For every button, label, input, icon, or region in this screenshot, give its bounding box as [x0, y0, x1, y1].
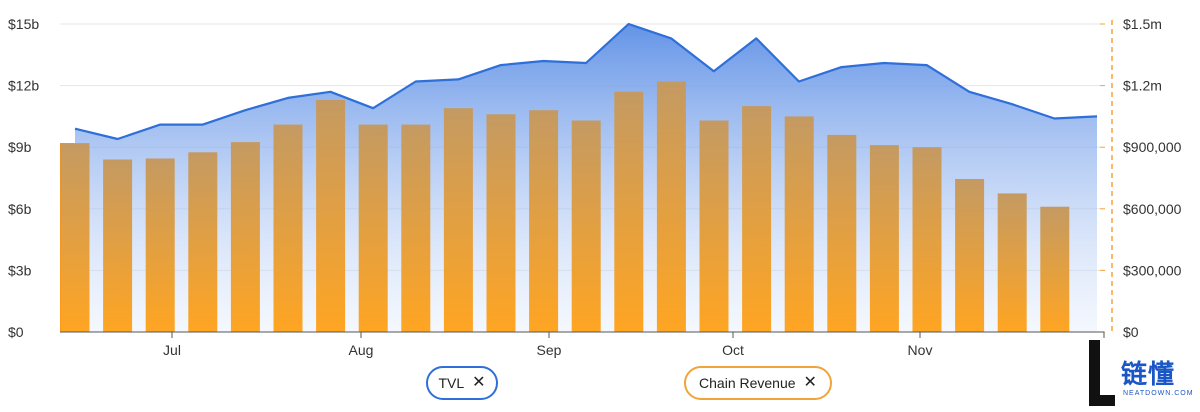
y-right-tick-label: $1.5m: [1123, 16, 1162, 32]
revenue-bar: [997, 193, 1027, 332]
x-tick-label: Sep: [537, 342, 562, 358]
revenue-bar: [699, 120, 729, 332]
revenue-bar: [188, 152, 218, 332]
revenue-bar: [401, 124, 431, 332]
y-right-tick-label: $1.2m: [1123, 78, 1162, 94]
y-left-tick-label: $6b: [8, 201, 32, 217]
axes: $0 $0 $3b $300,000 $6b $600,000 $9b $900,000 $12…: [8, 16, 1182, 358]
logo-cn-text: 链懂: [1121, 360, 1176, 390]
x-tick-label: Aug: [349, 342, 374, 358]
y-right-tick-label: $900,000: [1123, 139, 1182, 155]
revenue-bar: [955, 179, 985, 332]
y-left-tick-label: $12b: [8, 78, 39, 94]
remove-revenue-icon[interactable]: ✕: [803, 374, 817, 391]
revenue-bar: [784, 116, 814, 333]
x-tick-label: Jul: [163, 342, 181, 358]
revenue-bar: [443, 108, 473, 332]
revenue-bar: [571, 120, 601, 332]
tvl-line: [74, 22, 1098, 141]
y-right-tick-label: $0: [1123, 324, 1139, 340]
y-right-tick-label: $600,000: [1123, 201, 1182, 217]
revenue-bar: [656, 81, 686, 332]
revenue-bar: [912, 147, 942, 332]
x-tick-label: Oct: [722, 342, 744, 358]
legend-chain-revenue-chip[interactable]: Chain Revenue ✕: [684, 366, 832, 400]
revenue-bar: [230, 142, 260, 332]
revenue-bar: [358, 124, 388, 332]
revenue-bar: [742, 106, 772, 332]
revenue-bar: [529, 110, 559, 332]
logo-en-text: NEATDOWN.COM: [1123, 390, 1194, 397]
revenue-bar: [145, 158, 175, 332]
y-left-tick-label: $0: [8, 324, 24, 340]
y-left-tick-label: $9b: [8, 139, 32, 155]
revenue-bar: [614, 91, 644, 332]
logo-l-mark: [1089, 340, 1115, 406]
revenue-bar: [869, 145, 899, 332]
revenue-bar: [273, 124, 303, 332]
y-left-tick-label: $3b: [8, 262, 32, 278]
legend-tvl-chip[interactable]: TVL ✕: [426, 366, 498, 400]
revenue-bar: [827, 134, 857, 332]
revenue-bar: [60, 143, 90, 332]
revenue-bar: [1040, 206, 1070, 332]
revenue-bars: [60, 81, 1070, 333]
revenue-bar: [486, 114, 516, 332]
remove-tvl-icon[interactable]: ✕: [472, 374, 486, 391]
revenue-bar: [316, 100, 346, 332]
x-tick-label: Nov: [908, 342, 933, 358]
legend-revenue-label: Chain Revenue: [699, 375, 796, 391]
revenue-bar: [103, 159, 133, 332]
y-right-tick-label: $300,000: [1123, 262, 1182, 278]
watermark-logo: 链懂 NEATDOWN.COM: [1085, 340, 1200, 412]
tvl-line-path: [74, 22, 1098, 141]
legend-tvl-label: TVL: [438, 375, 465, 391]
y-left-tick-label: $15b: [8, 16, 39, 32]
